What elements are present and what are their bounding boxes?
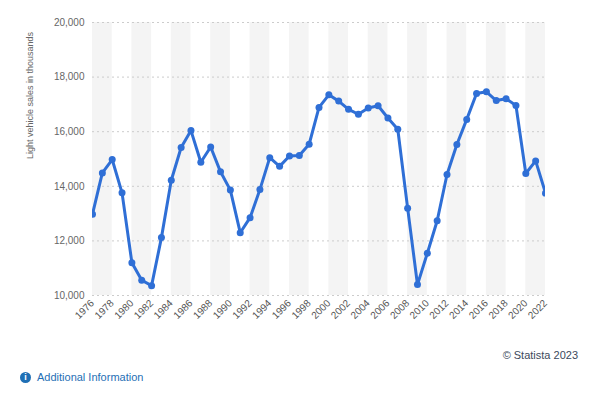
svg-text:2006: 2006 <box>368 297 392 321</box>
svg-text:2016: 2016 <box>467 297 491 321</box>
svg-text:16,000: 16,000 <box>54 126 85 137</box>
html-text:i: i <box>24 371 27 382</box>
html-text:Additional Information: Additional Information <box>37 371 144 383</box>
svg-text:1982: 1982 <box>132 297 156 321</box>
svg-text:1996: 1996 <box>270 297 294 321</box>
svg-text:1990: 1990 <box>211 297 235 321</box>
svg-text:1976: 1976 <box>73 297 97 321</box>
svg-text:1978: 1978 <box>92 297 116 321</box>
svg-text:14,000: 14,000 <box>54 181 85 192</box>
svg-text:1984: 1984 <box>151 297 175 321</box>
svg-text:2012: 2012 <box>427 297 451 321</box>
svg-text:1980: 1980 <box>112 297 136 321</box>
svg-text:1992: 1992 <box>230 297 254 321</box>
svg-text:10,000: 10,000 <box>54 290 85 301</box>
svg-text:1998: 1998 <box>289 297 313 321</box>
svg-text:2008: 2008 <box>388 297 412 321</box>
svg-text:2002: 2002 <box>329 297 353 321</box>
svg-text:2020: 2020 <box>506 297 530 321</box>
svg-text:12,000: 12,000 <box>54 235 85 246</box>
svg-text:2000: 2000 <box>309 297 333 321</box>
svg-text:2014: 2014 <box>447 297 471 321</box>
svg-text:2018: 2018 <box>486 297 510 321</box>
svg-text:2022: 2022 <box>526 297 550 321</box>
svg-text:2010: 2010 <box>407 297 431 321</box>
svg-text:18,000: 18,000 <box>54 71 85 82</box>
svg-text:Light vehicle sales in thousan: Light vehicle sales in thousands <box>25 31 35 159</box>
svg-text:1986: 1986 <box>171 297 195 321</box>
svg-text:1994: 1994 <box>250 297 274 321</box>
svg-text:1988: 1988 <box>191 297 215 321</box>
svg-text:2004: 2004 <box>348 297 372 321</box>
svg-text:20,000: 20,000 <box>54 17 85 28</box>
html-text:© Statista 2023: © Statista 2023 <box>502 349 578 361</box>
